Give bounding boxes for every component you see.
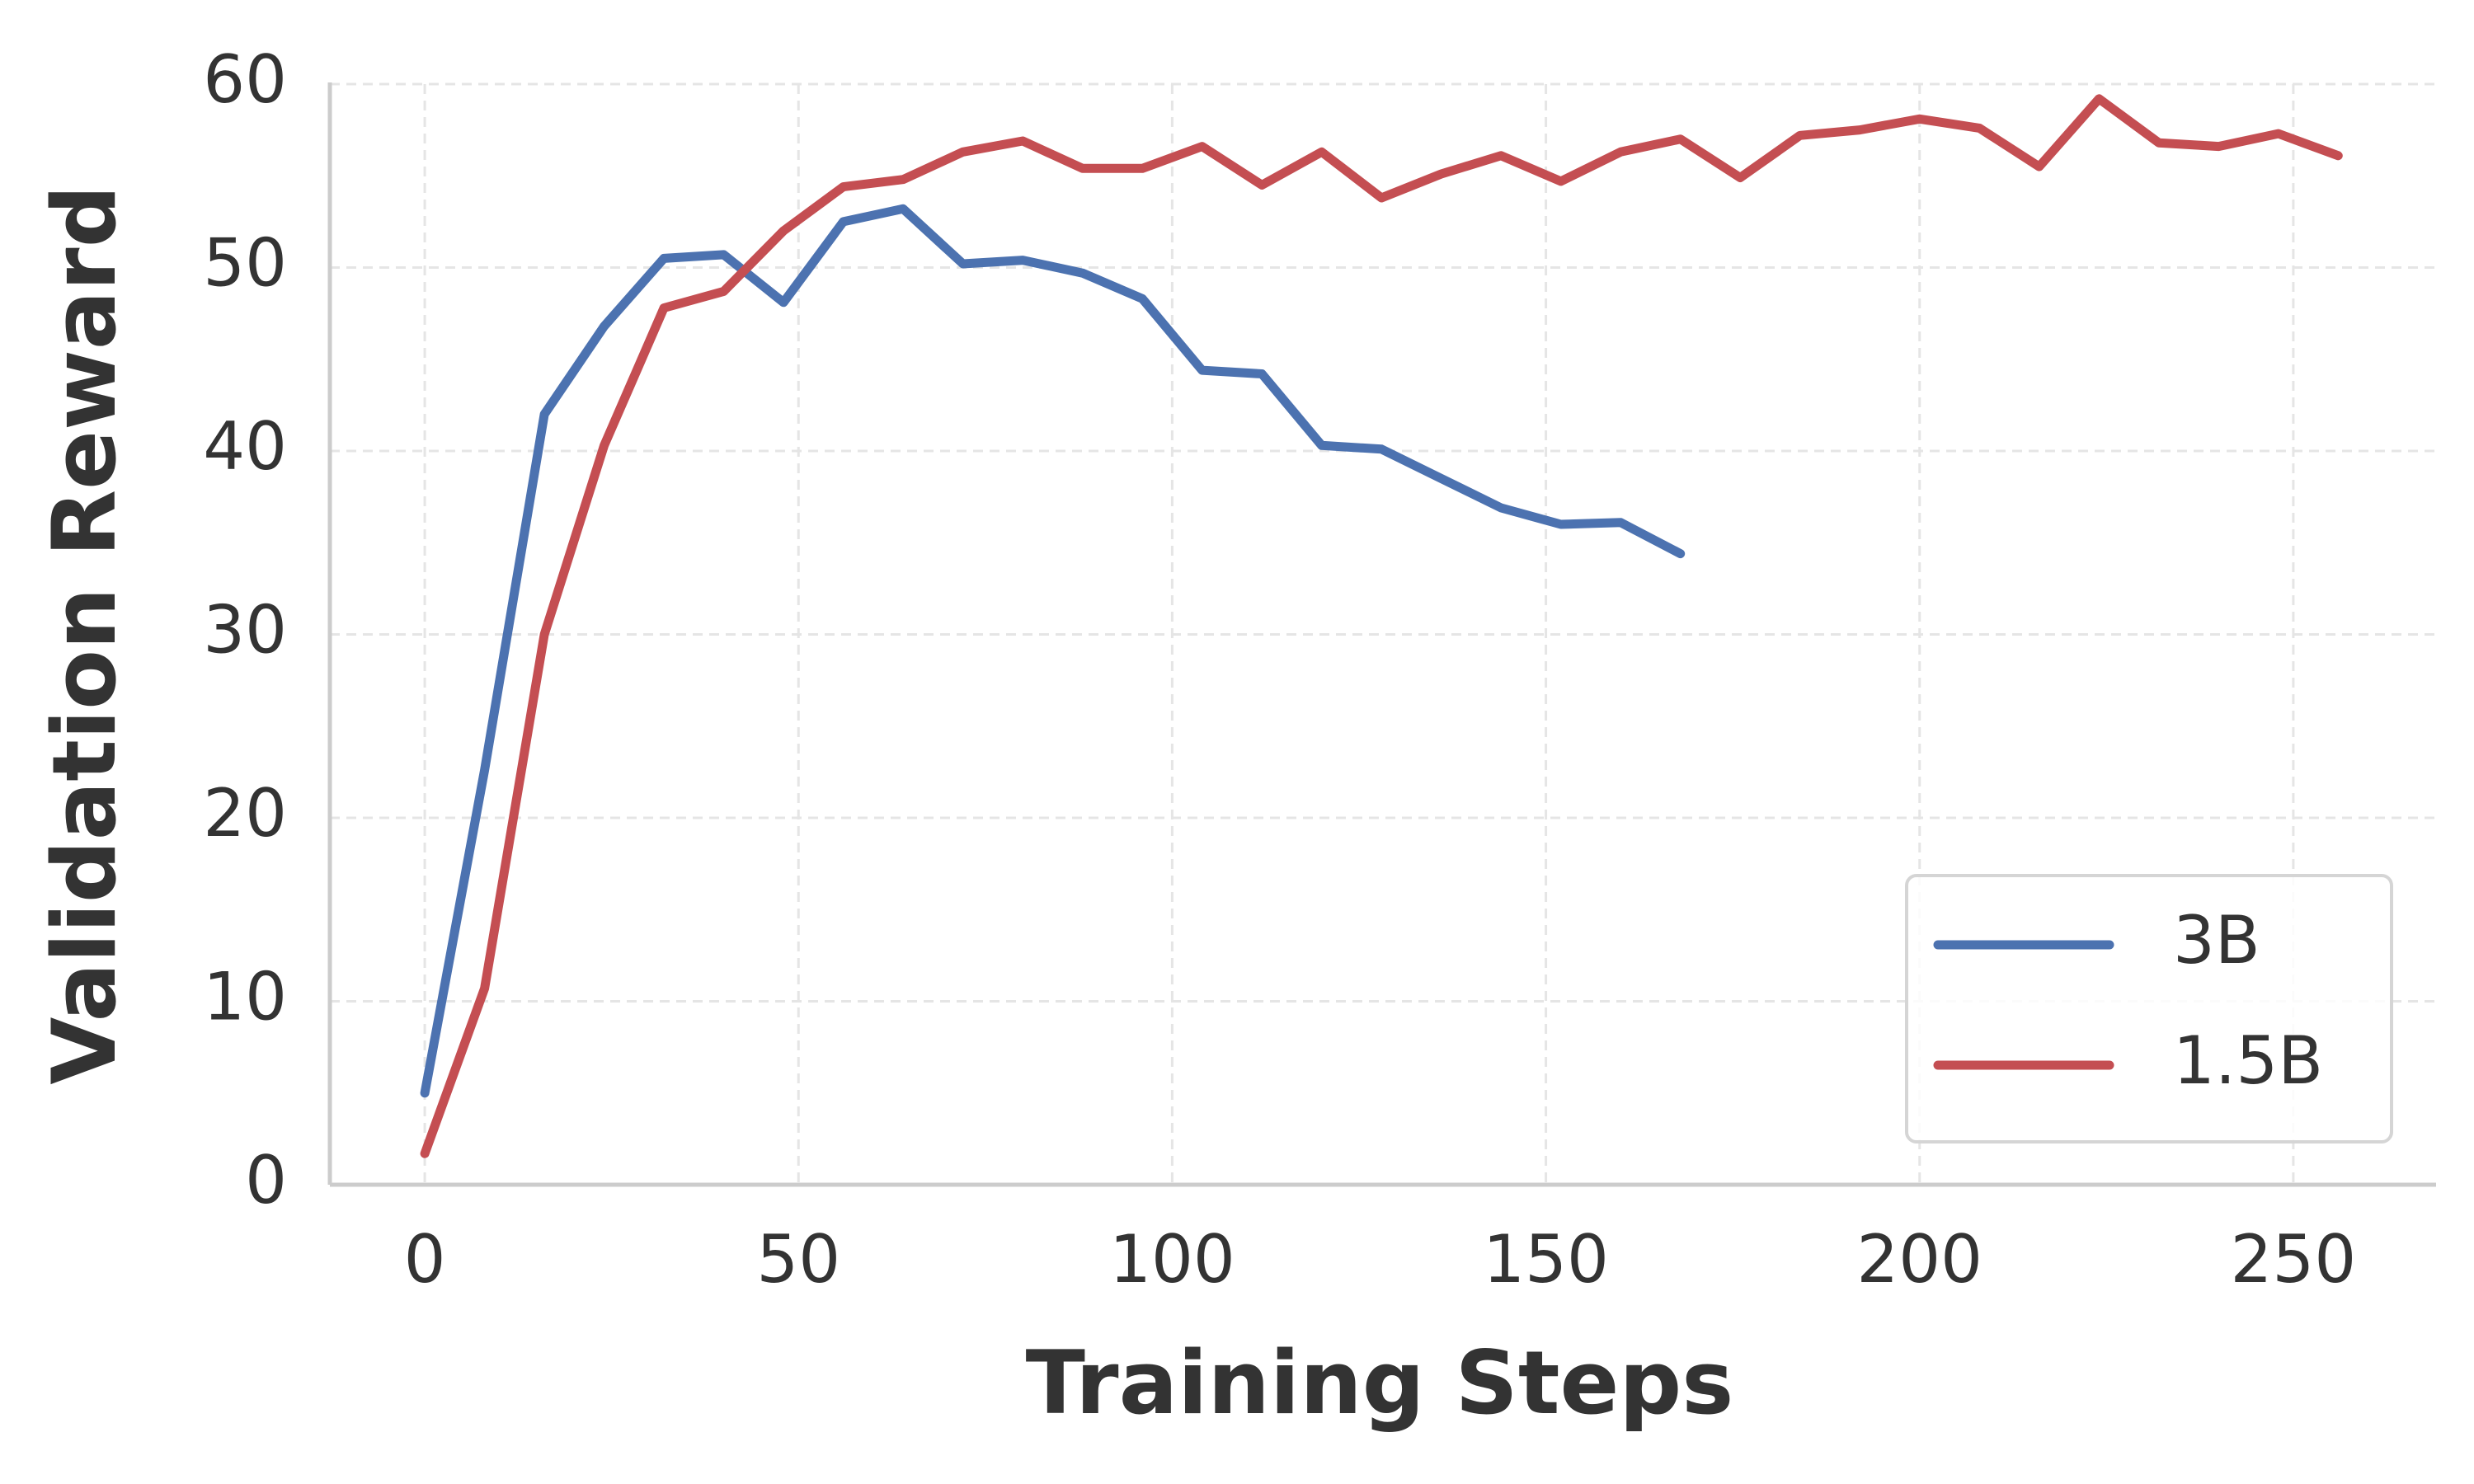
x-tick-label: 0 xyxy=(404,1221,446,1298)
y-tick-label: 0 xyxy=(245,1142,287,1219)
x-tick-label: 50 xyxy=(756,1221,840,1298)
x-tick-label: 150 xyxy=(1483,1221,1609,1298)
line-series xyxy=(420,204,1686,1098)
legend: 3B 1.5B xyxy=(1905,874,2393,1144)
y-tick-label: 30 xyxy=(203,591,287,668)
y-tick-label: 20 xyxy=(203,775,287,852)
x-tick-label: 200 xyxy=(1856,1221,1982,1298)
y-tick-label: 40 xyxy=(203,408,287,485)
y-tick-label: 50 xyxy=(203,224,287,301)
line-series xyxy=(420,94,2343,1158)
y-tick-label: 10 xyxy=(203,958,287,1035)
legend-box xyxy=(1905,874,2393,1144)
x-tick-label: 250 xyxy=(2231,1221,2357,1298)
x-axis-label: Training Steps xyxy=(1026,1332,1734,1434)
legend-label: 3B xyxy=(2173,902,2260,979)
legend-label: 1.5B xyxy=(2173,1022,2323,1099)
y-tick-label: 60 xyxy=(203,41,287,118)
x-tick-label: 100 xyxy=(1109,1221,1235,1298)
y-axis-label: Validation Reward xyxy=(34,185,135,1084)
